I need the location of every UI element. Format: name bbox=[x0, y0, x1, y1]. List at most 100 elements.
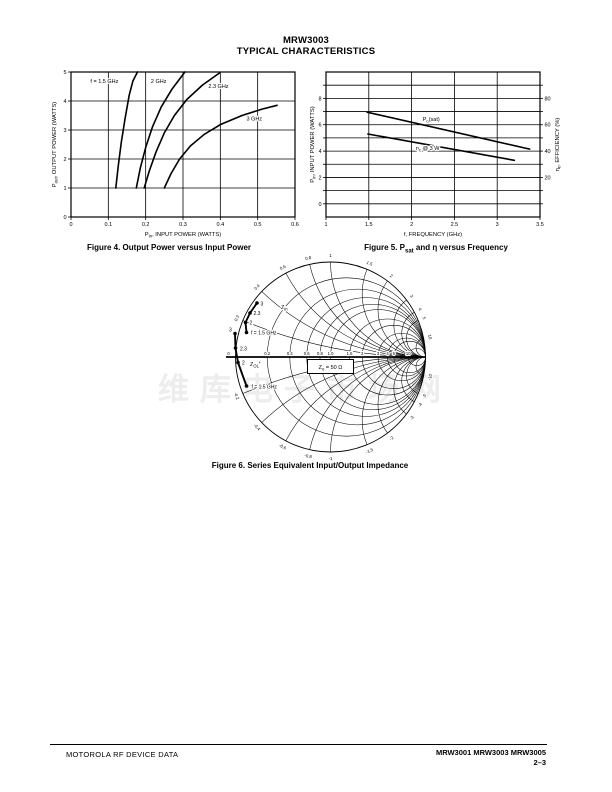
rim-label: 3 bbox=[409, 294, 415, 299]
axis-value-label: 0.2 bbox=[264, 351, 270, 356]
z0-label: Zo = 50 Ω bbox=[319, 365, 343, 372]
x-tick-label: 0.6 bbox=[291, 222, 299, 228]
axis-value-label: 0.4 bbox=[287, 351, 293, 356]
rim-label: 10 bbox=[427, 334, 433, 340]
axis-value-label: 4 bbox=[386, 351, 389, 356]
series-label: 3 GHz bbox=[246, 117, 262, 123]
rim-label: -2 bbox=[388, 435, 395, 442]
footer-part-numbers: MRW3001 MRW3003 MRW3005 2–3 bbox=[436, 748, 546, 767]
trace-point-label: 2 bbox=[250, 321, 253, 327]
y2-tick-label: 60 bbox=[545, 123, 551, 129]
z0-box bbox=[307, 359, 354, 374]
reactance-arc bbox=[377, 280, 426, 358]
rim-label: -1 bbox=[329, 456, 333, 461]
trace-name-label: ZOL* bbox=[250, 360, 261, 368]
trace-point-label: 2.3 bbox=[240, 347, 247, 353]
part-number: MRW3003 bbox=[282, 35, 330, 46]
figure4-output-vs-input-chart: 0 0.1 0.2 0.3 0.4 0.5 0.6 0 1 2 3 4 5 f = 1.5 GHz 2 GH… bbox=[52, 70, 299, 239]
trace-curve bbox=[244, 302, 258, 334]
series-curve bbox=[367, 133, 516, 162]
rim-label: 2 bbox=[389, 273, 394, 279]
y-tick-label: 6 bbox=[318, 123, 321, 129]
trace-point bbox=[244, 384, 249, 388]
reactance-arc bbox=[261, 356, 426, 423]
tick-labels: 1 1.5 2 2.5 3 3.5 0 2 4 6 8 20 40 60 80 bbox=[318, 96, 550, 228]
trace-point bbox=[236, 360, 240, 365]
reactance-arc bbox=[361, 356, 426, 445]
figure5-caption-post: and η versus Frequency bbox=[413, 243, 508, 252]
trace-point-label: 3 bbox=[261, 302, 264, 308]
series-curve bbox=[366, 111, 531, 150]
trace-point bbox=[233, 346, 238, 350]
footer-device-list: MRW3001 MRW3003 MRW3005 bbox=[435, 748, 546, 757]
x-tick-label: 0 bbox=[69, 222, 72, 228]
x-tick-label: 3 bbox=[496, 222, 499, 228]
x-tick-label: 0.4 bbox=[217, 222, 225, 228]
trace-name-label: Zin bbox=[281, 305, 288, 312]
trace-point-label: 2 bbox=[242, 361, 245, 367]
section-title: TYPICAL CHARACTERISTICS bbox=[236, 46, 376, 57]
series-label: f = 1.5 GHz bbox=[90, 79, 118, 85]
rim-label: 0.4 bbox=[253, 283, 261, 291]
y2-axis-title: ηc, EFFICIENCY (%) bbox=[555, 118, 562, 172]
reactance-arc bbox=[330, 356, 426, 453]
y-axis-title: Pin, INPUT POWER (WATTS) bbox=[310, 106, 317, 182]
y2-tick-label: 40 bbox=[545, 149, 551, 155]
rim-label: -5 bbox=[421, 393, 427, 399]
series-curve bbox=[135, 71, 186, 189]
axis-value-label: 3 bbox=[377, 351, 380, 356]
trace-point bbox=[233, 331, 237, 336]
figure6-caption: Figure 6. Series Equivalent Input/Output… bbox=[211, 461, 409, 470]
rim-label: -3 bbox=[409, 414, 416, 421]
rim-label: -0.2 bbox=[233, 392, 241, 401]
page-header: MRW3003 TYPICAL CHARACTERISTICS bbox=[0, 35, 612, 57]
series-label: Po(sat) bbox=[423, 117, 440, 124]
y2-tick-label: 80 bbox=[545, 96, 551, 102]
footer-page-number: 2–3 bbox=[533, 757, 546, 767]
x-tick-label: 0.2 bbox=[142, 222, 150, 228]
reactance-arc bbox=[261, 291, 426, 358]
axis-value-label: 0.8 bbox=[317, 351, 323, 356]
axis-value-label: 5 bbox=[393, 351, 396, 356]
axis-value-label: 2 bbox=[361, 351, 364, 356]
series-curve bbox=[143, 72, 221, 189]
reactance-arc bbox=[393, 356, 426, 415]
trace-point bbox=[255, 301, 259, 305]
y-tick-label: 8 bbox=[318, 96, 321, 102]
axis-value-label: 10 bbox=[406, 351, 411, 356]
y-axis-title: Pout, OUTPUT POWER (WATTS) bbox=[52, 102, 59, 188]
rim-label: -4 bbox=[417, 401, 423, 407]
rim-label: 1 bbox=[329, 253, 332, 258]
rim-label: -0.6 bbox=[278, 443, 287, 451]
y-tick-label: 4 bbox=[318, 149, 321, 155]
series-label: ηc @ 3 W bbox=[416, 146, 440, 153]
reactance-arc bbox=[401, 356, 426, 402]
y-tick-label: 5 bbox=[63, 70, 66, 76]
rim-label: 1.5 bbox=[366, 260, 374, 267]
y-tick-label: 1 bbox=[63, 186, 66, 192]
y-tick-label: 3 bbox=[63, 128, 66, 134]
tick-labels: 0 0.1 0.2 0.3 0.4 0.5 0.6 0 1 2 3 4 5 bbox=[63, 70, 298, 228]
x-tick-label: 2 bbox=[410, 222, 413, 228]
axis-value-label: 1.0 bbox=[328, 351, 334, 356]
figure5-caption: Figure 5. Psat and η versus Frequency bbox=[330, 243, 542, 255]
rim-label: -0.4 bbox=[253, 423, 262, 432]
axis-ticks bbox=[323, 84, 543, 220]
figure4-caption: Figure 4. Output Power versus Input Powe… bbox=[86, 243, 252, 252]
y-tick-label: 0 bbox=[318, 202, 321, 208]
reactance-arc bbox=[406, 356, 426, 394]
y-tick-label: 2 bbox=[63, 157, 66, 163]
series-curve bbox=[115, 71, 139, 189]
figure5-psat-eta-vs-frequency-chart: 1 1.5 2 2.5 3 3.5 0 2 4 6 8 20 40 60 80 Po(sat) ηc @ 3 W… bbox=[310, 71, 562, 238]
rim-label: 0.6 bbox=[279, 264, 287, 272]
x-tick-label: 0.1 bbox=[105, 222, 113, 228]
axis-value-labels: 0 0.2 0.4 0.6 0.8 1.0 1.5 2 3 4 5 10 bbox=[226, 350, 412, 357]
trace-point bbox=[244, 330, 249, 335]
rim-label: 5 bbox=[421, 316, 427, 321]
series-curve bbox=[163, 104, 278, 189]
trace-point-label: f = 1.5 GHz bbox=[251, 331, 277, 337]
trace-point-label: f = 1.5 GHz bbox=[252, 385, 278, 391]
grid-lines bbox=[326, 72, 540, 217]
